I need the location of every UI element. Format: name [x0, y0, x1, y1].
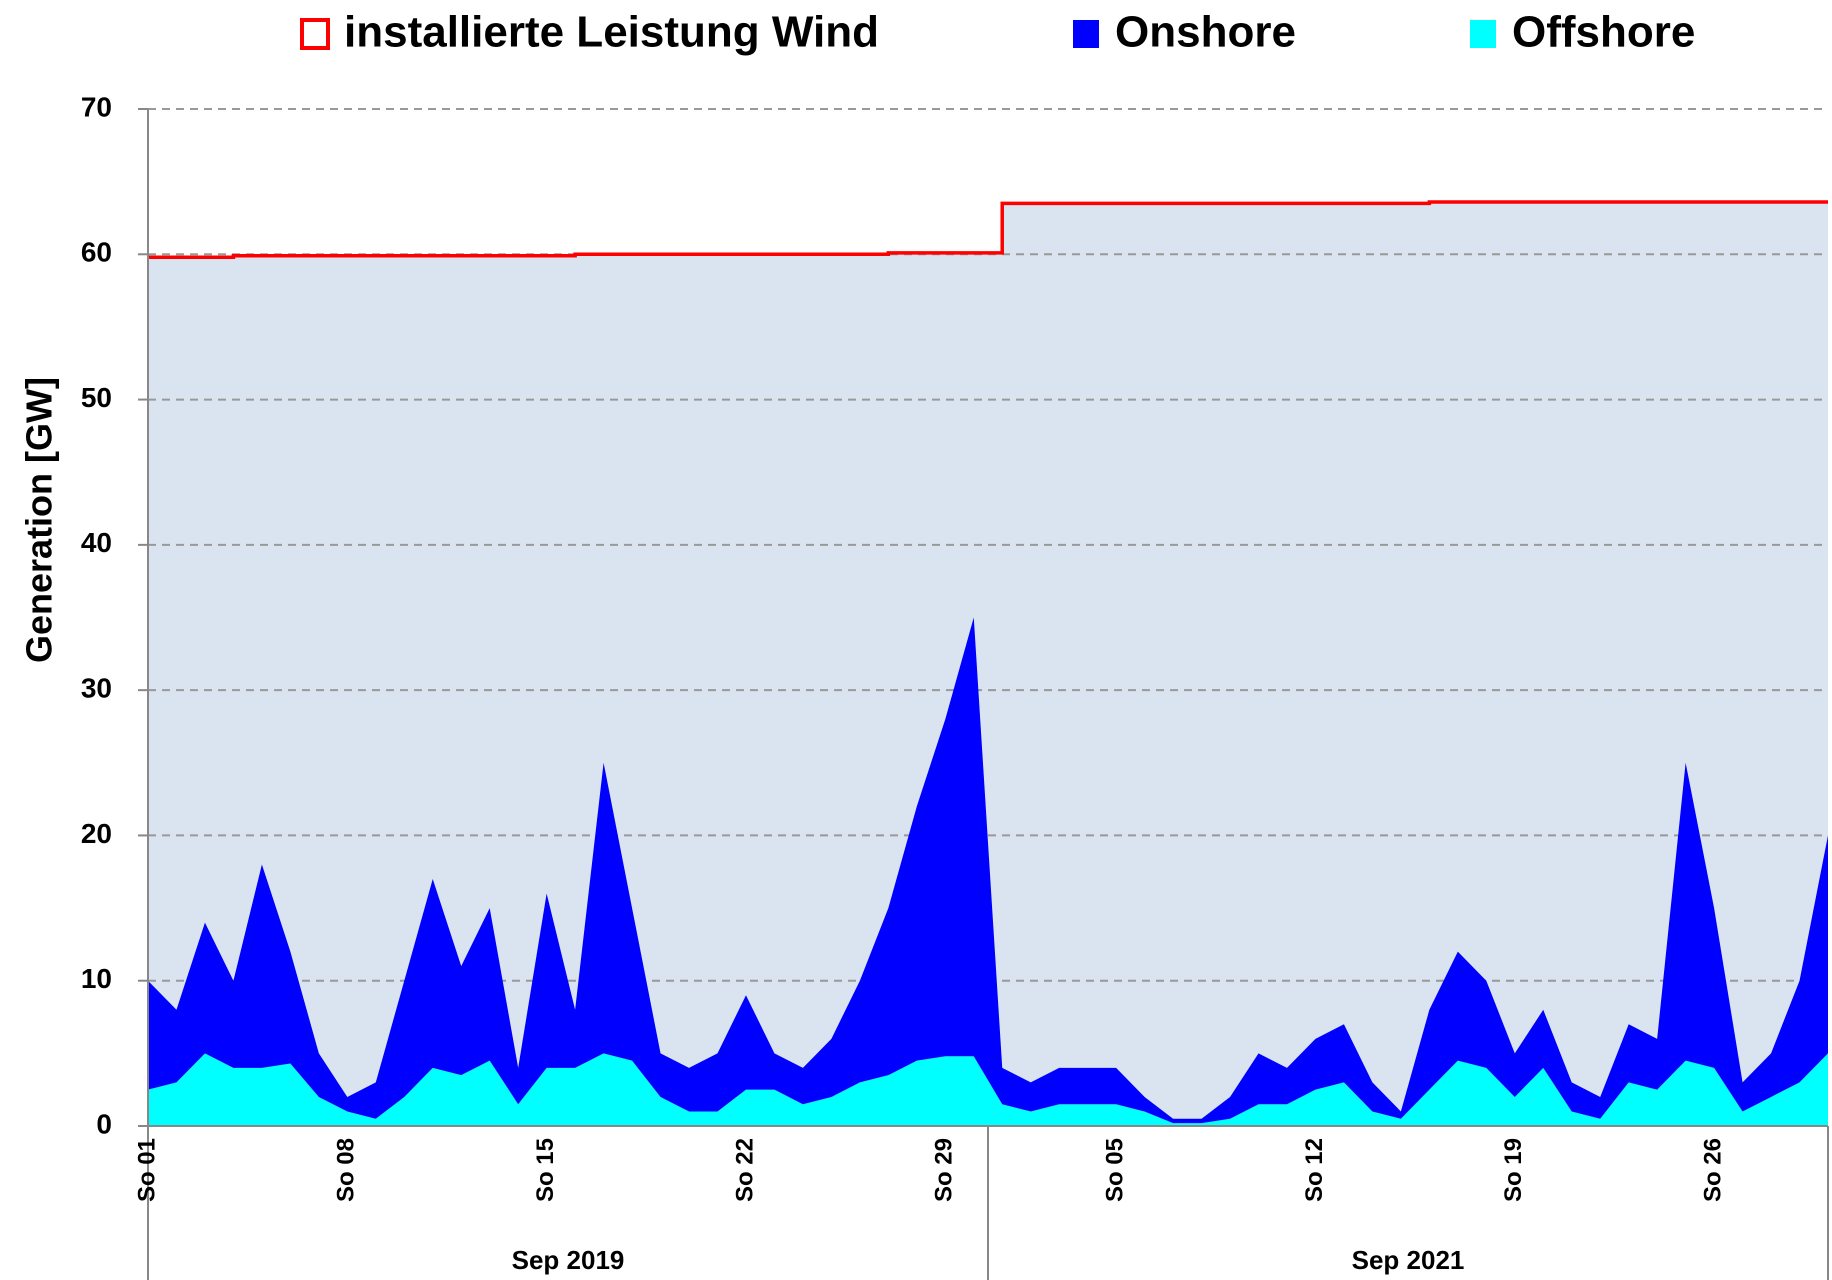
y-tick-label: 20	[81, 818, 112, 849]
x-tick-label: So 05	[1101, 1138, 1128, 1202]
group-label: Sep 2019	[512, 1245, 625, 1275]
x-tick-label: So 12	[1301, 1138, 1328, 1202]
x-tick-label: So 19	[1500, 1138, 1527, 1202]
x-tick-label: So 01	[133, 1138, 160, 1202]
y-axis-title: Generation [GW]	[19, 377, 60, 663]
x-tick-label: So 08	[333, 1138, 360, 1202]
x-tick-label: So 22	[731, 1138, 758, 1202]
x-tick-label: So 15	[532, 1138, 559, 1202]
area	[148, 1053, 1828, 1126]
x-tick-label: So 29	[931, 1138, 958, 1202]
y-tick-label: 50	[81, 382, 112, 413]
y-tick-label: 30	[81, 673, 112, 704]
y-tick-label: 10	[81, 963, 112, 994]
legend-swatch	[300, 18, 330, 50]
capacity-line	[148, 200, 1828, 259]
y-tick-label: 70	[81, 91, 112, 122]
y-tick-label: 40	[81, 527, 112, 558]
legend-label: installierte Leistung Wind	[344, 8, 879, 57]
capacity-fill	[148, 201, 1828, 1127]
legend-label: Onshore	[1115, 8, 1296, 57]
group-label: Sep 2021	[1352, 1245, 1465, 1275]
y-tick-label: 0	[96, 1108, 112, 1139]
y-tick-label: 60	[81, 237, 112, 268]
legend-swatch	[1470, 20, 1496, 48]
legend-label: Offshore	[1512, 8, 1695, 57]
legend-swatch	[1073, 20, 1099, 48]
x-tick-label: So 26	[1699, 1138, 1726, 1202]
area	[148, 617, 1828, 1124]
